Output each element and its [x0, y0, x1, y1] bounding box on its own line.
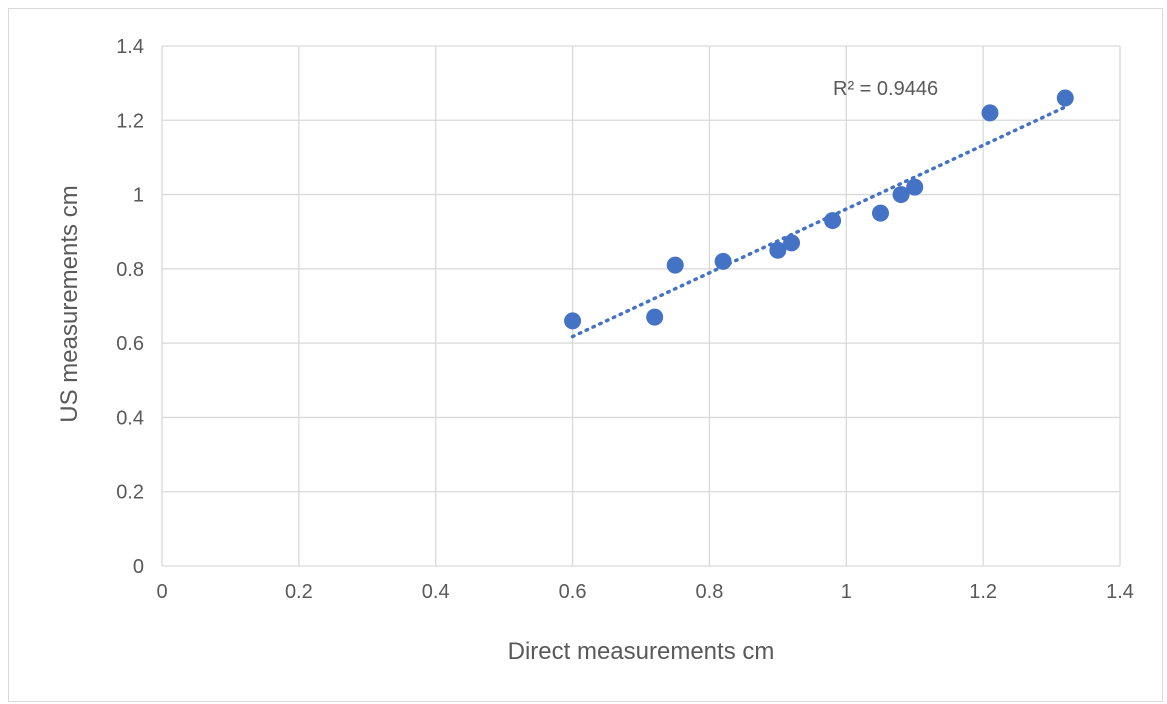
- r-squared-label: R² = 0.9446: [833, 78, 938, 100]
- data-point: [783, 234, 801, 252]
- y-tick-label: 1: [133, 185, 144, 207]
- data-point: [872, 204, 889, 222]
- y-tick-label: 0.8: [116, 259, 144, 281]
- x-tick-label: 1.2: [969, 581, 997, 603]
- trendline-line: [570, 105, 1068, 339]
- data-point: [646, 308, 664, 326]
- data-point: [1056, 89, 1074, 107]
- y-tick-label: 1.4: [116, 36, 144, 58]
- x-tick-label: 0.4: [422, 581, 450, 603]
- tick-labels: 0 0.2 0.4 0.6 0.8 1 1.2 1.4 0 0.2 0.4 0.6 0.8 1 1.2 1.4: [116, 36, 1134, 603]
- scatter-chart: 0 0.2 0.4 0.6 0.8 1 1.2 1.4 0 0.2 0.4 0.6 0.8 1 1.2 1.4…: [56, 36, 1134, 665]
- trendline: [570, 105, 1068, 339]
- x-tick-label: 1.4: [1106, 581, 1134, 603]
- x-tick-label: 0.6: [559, 581, 587, 603]
- y-tick-label: 0.2: [116, 482, 144, 504]
- chart-frame: 0 0.2 0.4 0.6 0.8 1 1.2 1.4 0 0.2 0.4 0.6 0.8 1 1.2 1.4…: [8, 8, 1163, 702]
- y-tick-label: 0.4: [116, 407, 144, 429]
- x-tick-label: 0: [156, 581, 167, 603]
- x-axis-title: Direct measurements cm: [508, 638, 775, 665]
- data-point: [564, 312, 582, 330]
- data-point: [769, 241, 787, 259]
- data-point: [666, 256, 684, 274]
- gridlines: [161, 45, 1121, 567]
- x-tick-label: 0.8: [696, 581, 724, 603]
- data-point: [714, 252, 732, 270]
- x-tick-label: 1: [841, 581, 852, 603]
- y-tick-label: 1.2: [116, 110, 144, 132]
- data-point: [981, 104, 999, 122]
- data-points: [564, 89, 1074, 330]
- y-axis-title: US measurements cm: [56, 185, 83, 422]
- data-point: [906, 178, 924, 196]
- data-point: [824, 212, 842, 230]
- data-point: [892, 186, 910, 204]
- y-tick-label: 0.6: [116, 333, 144, 355]
- y-tick-label: 0: [133, 556, 144, 578]
- x-tick-label: 0.2: [285, 581, 313, 603]
